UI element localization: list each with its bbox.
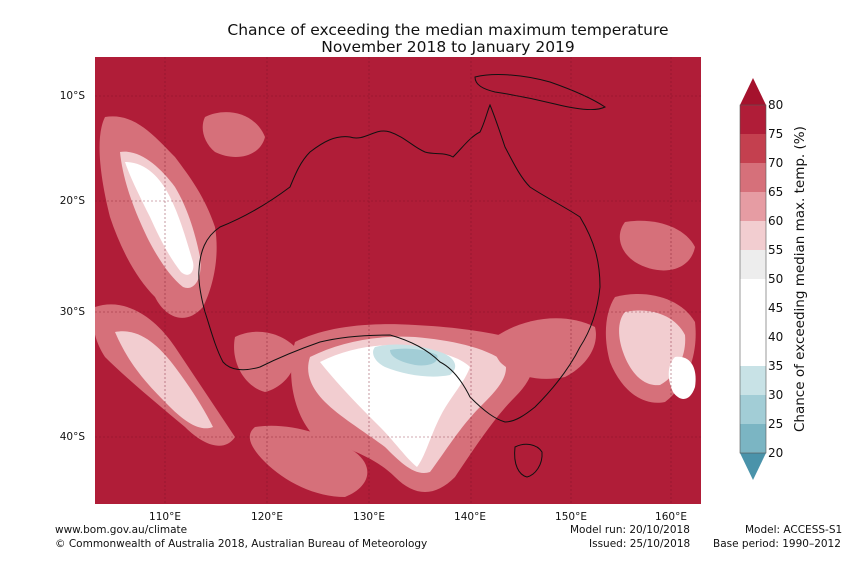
lon-label-130e: 130°E: [353, 511, 385, 523]
colorbar-tick-label: 25: [768, 417, 784, 431]
colorbar-band: [740, 192, 766, 222]
lon-label-160e: 160°E: [655, 511, 687, 523]
footer-model: Model: ACCESS-S1: [745, 524, 843, 536]
graticule: [95, 57, 701, 504]
colorbar-tick-label: 45: [768, 301, 784, 315]
australia-coastline: [198, 103, 601, 423]
colorbar-tick-label: 55: [768, 243, 784, 257]
footer-base-period: Base period: 1990–2012: [713, 538, 841, 550]
colorbar: [739, 78, 767, 480]
colorbar-tick-label: 30: [768, 388, 784, 402]
footer-url[interactable]: www.bom.gov.au/climate: [55, 524, 188, 536]
colorbar-tick-label: 80: [768, 98, 784, 112]
colorbar-band: [740, 395, 766, 425]
colorbar-band: [740, 105, 766, 135]
colorbar-top-arrow: [740, 78, 766, 105]
colorbar-band: [740, 308, 766, 338]
footer-copyright: © Commonwealth of Australia 2018, Austra…: [55, 538, 428, 550]
chart-title: Chance of exceeding the median maximum t…: [227, 21, 669, 39]
colorbar-band: [740, 163, 766, 193]
lat-label-10s: 10°S: [59, 90, 85, 102]
colorbar-label: Chance of exceeding median max. temp. (%…: [792, 126, 808, 432]
colorbar-band: [740, 134, 766, 164]
colorbar-tick-label: 75: [768, 127, 784, 141]
lon-label-120e: 120°E: [251, 511, 283, 523]
footer-model-run: Model run: 20/10/2018: [570, 524, 690, 536]
lat-label-30s: 30°S: [59, 306, 85, 318]
lon-label-140e: 140°E: [454, 511, 486, 523]
east-anomaly: [605, 220, 696, 403]
tasmania-coastline: [514, 443, 543, 478]
new-guinea-coastline: [474, 74, 606, 111]
colorbar-band: [740, 337, 766, 367]
colorbar-tick-label: 60: [768, 214, 784, 228]
colorbar-band: [740, 221, 766, 251]
colorbar-tick-label: 50: [768, 272, 784, 286]
colorbar-tick-label: 40: [768, 330, 784, 344]
probability-map: [95, 57, 701, 504]
colorbar-tick-label: 35: [768, 359, 784, 373]
lat-label-20s: 20°S: [59, 195, 85, 207]
lon-label-150e: 150°E: [555, 511, 587, 523]
colorbar-band: [740, 279, 766, 309]
footer-issued: Issued: 25/10/2018: [589, 538, 691, 550]
lon-label-110e: 110°E: [149, 511, 181, 523]
colorbar-tick-label: 70: [768, 156, 784, 170]
colorbar-band: [740, 250, 766, 280]
colorbar-tick-label: 20: [768, 446, 784, 460]
colorbar-bottom-arrow: [740, 453, 766, 480]
colorbar-band: [740, 424, 766, 454]
lat-label-40s: 40°S: [59, 431, 85, 443]
south-anomaly: [234, 318, 596, 497]
colorbar-band: [740, 366, 766, 396]
chart-subtitle: November 2018 to January 2019: [321, 38, 575, 56]
colorbar-tick-label: 65: [768, 185, 784, 199]
